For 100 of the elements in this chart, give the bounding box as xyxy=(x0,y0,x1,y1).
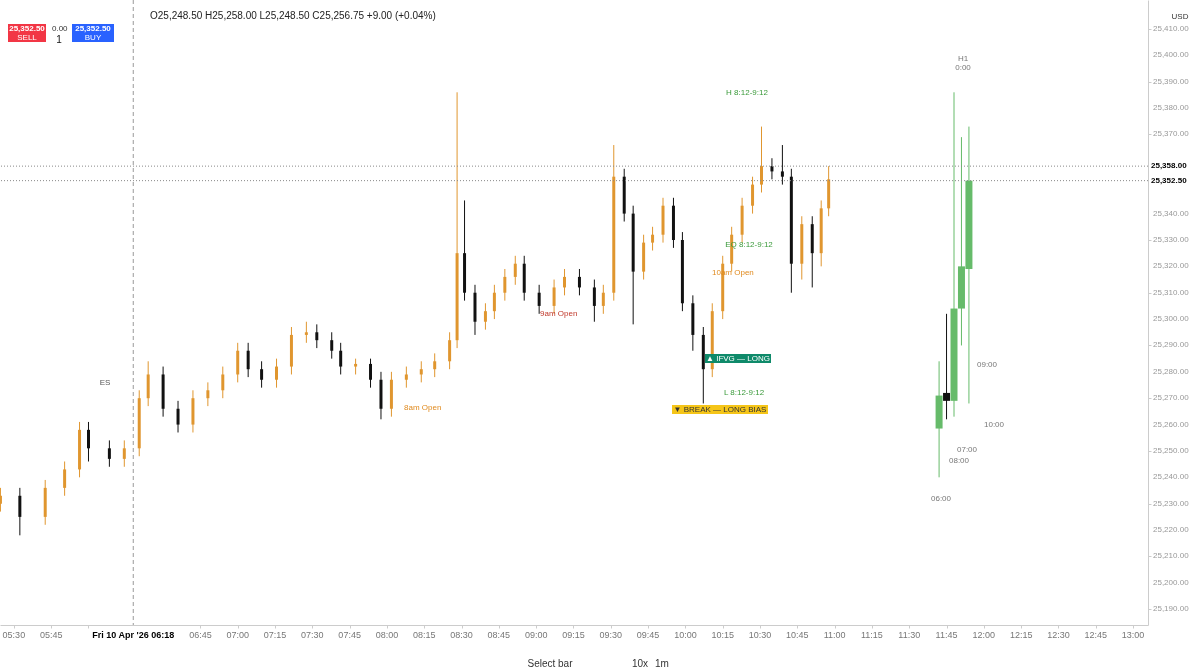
candlestick xyxy=(419,360,423,383)
annotation: 1 xyxy=(55,34,63,45)
candlestick xyxy=(0,487,2,513)
y-tick-label: 25,370.00 xyxy=(1153,129,1190,139)
x-tick-label: 12:30 xyxy=(1047,630,1070,640)
candlestick xyxy=(751,176,755,215)
candlestick xyxy=(122,439,126,468)
candlestick xyxy=(448,331,452,370)
annotation: H 8:12-9:12 xyxy=(725,88,769,97)
annotation: 0:00 xyxy=(954,63,972,72)
y-tick-label: 25,210.00 xyxy=(1153,551,1190,561)
annotation: 06:00 xyxy=(930,494,952,503)
candlestick xyxy=(339,342,343,375)
annotation: ▲ IFVG — LONG xyxy=(705,354,771,363)
y-tick-label: 25,400.00 xyxy=(1153,50,1190,60)
ref-line-label: Fri 10 Apr '26 06:18 xyxy=(92,630,175,640)
candlestick xyxy=(146,360,150,407)
candlestick xyxy=(330,331,334,360)
candlestick xyxy=(63,461,67,497)
x-tick-label: 08:00 xyxy=(375,630,399,640)
candlestick xyxy=(86,421,90,462)
y-tick-label: 25,340.00 xyxy=(1153,208,1190,218)
y-tick-label: 25,230.00 xyxy=(1153,498,1190,508)
y-tick-label: 25,300.00 xyxy=(1153,314,1190,324)
candlestick xyxy=(577,268,581,296)
x-tick-label: 09:15 xyxy=(562,630,585,640)
candlestick xyxy=(315,323,319,349)
y-tick-label: 25,270.00 xyxy=(1153,393,1190,403)
annotation: 25,352.50 xyxy=(8,24,46,33)
y-tick-label: 25,240.00 xyxy=(1153,472,1190,482)
y-tick-label: 25,290.00 xyxy=(1153,340,1190,350)
candlestick xyxy=(246,342,250,378)
y-tick-label: 25,330.00 xyxy=(1153,234,1190,244)
x-tick-label: 10:45 xyxy=(786,630,809,640)
x-tick-label: 09:45 xyxy=(636,630,660,640)
candlestick xyxy=(483,302,487,331)
annotation: L 8:12-9:12 xyxy=(722,388,766,397)
y-tick-label: 25,320.00 xyxy=(1153,261,1190,271)
annotation: 8am Open xyxy=(404,403,442,412)
x-tick-label: 12:00 xyxy=(972,630,996,640)
annotation: ES xyxy=(98,378,112,387)
x-tick-label: 09:30 xyxy=(599,630,623,640)
candlestick xyxy=(513,255,517,286)
candlestick xyxy=(433,352,437,378)
x-tick-label: 05:30 xyxy=(2,630,26,640)
y-tick-label: 25,280.00 xyxy=(1153,366,1190,376)
candlestick xyxy=(369,358,373,389)
ref-line-label: 25,352.50 xyxy=(1151,175,1188,185)
ref-line-label: 25,358.00 xyxy=(1151,161,1188,171)
x-tick-label: 12:45 xyxy=(1084,630,1108,640)
candlestick xyxy=(236,342,240,383)
x-tick-label: 10:15 xyxy=(711,630,734,640)
y-tick-label: 25,390.00 xyxy=(1153,76,1190,86)
candlestick xyxy=(176,400,180,433)
annotation: 09:00 xyxy=(976,360,998,369)
x-tick-label: 08:45 xyxy=(487,630,511,640)
annotation: BUY xyxy=(72,33,114,42)
candlestick xyxy=(404,366,408,389)
text: 1m xyxy=(654,658,670,669)
x-tick-label: 06:45 xyxy=(189,630,212,640)
x-tick-label: 07:15 xyxy=(263,630,287,640)
candlestick xyxy=(492,284,496,320)
candlestick xyxy=(206,381,210,407)
x-tick-label: 07:45 xyxy=(338,630,361,640)
x-tick-label: 12:15 xyxy=(1009,630,1033,640)
annotation: ▼ BREAK — LONG BIAS xyxy=(672,405,768,414)
candlestick xyxy=(760,126,763,194)
text: O25,248.50 H25,258.00 L25,248.50 C25,256.75 +9.00 (+0.04%) xyxy=(150,10,436,21)
candlestick xyxy=(260,360,264,389)
x-tick-label: 07:30 xyxy=(301,630,324,640)
candlestick xyxy=(275,358,279,389)
text: USD xyxy=(1170,12,1190,21)
annotation: SELL xyxy=(8,33,46,42)
x-tick-label: 11:30 xyxy=(898,630,921,640)
annotation: 9am Open xyxy=(540,309,578,318)
annotation: 10:00 xyxy=(983,420,1005,429)
annotation: 07:00 xyxy=(956,445,978,454)
y-tick-label: 25,220.00 xyxy=(1153,525,1190,535)
x-tick-label: 05:45 xyxy=(39,630,63,640)
y-tick-label: 25,410.00 xyxy=(1153,24,1190,34)
y-tick-label: 25,190.00 xyxy=(1153,604,1190,614)
x-tick-label: 08:15 xyxy=(412,630,436,640)
y-tick-label: 25,310.00 xyxy=(1153,287,1190,297)
candlestick xyxy=(592,279,596,323)
annotation: 0.00 xyxy=(52,24,68,33)
annotation: 25,352.50 xyxy=(72,24,114,33)
candlestick xyxy=(651,226,655,252)
x-tick-label: 13:00 xyxy=(1121,630,1145,640)
candlestick xyxy=(221,366,225,399)
y-tick-label: 25,200.00 xyxy=(1153,577,1190,587)
candlestick xyxy=(18,487,22,536)
text: 10x xyxy=(630,658,650,669)
x-tick-label: 10:30 xyxy=(748,630,772,640)
y-tick-label: 25,250.00 xyxy=(1153,445,1190,455)
candlestick xyxy=(780,144,784,186)
candlestick xyxy=(943,313,951,420)
candlestick xyxy=(601,284,605,315)
x-tick-label: 09:00 xyxy=(524,630,548,640)
candlestick xyxy=(107,439,111,468)
x-tick-label: 08:30 xyxy=(450,630,473,640)
